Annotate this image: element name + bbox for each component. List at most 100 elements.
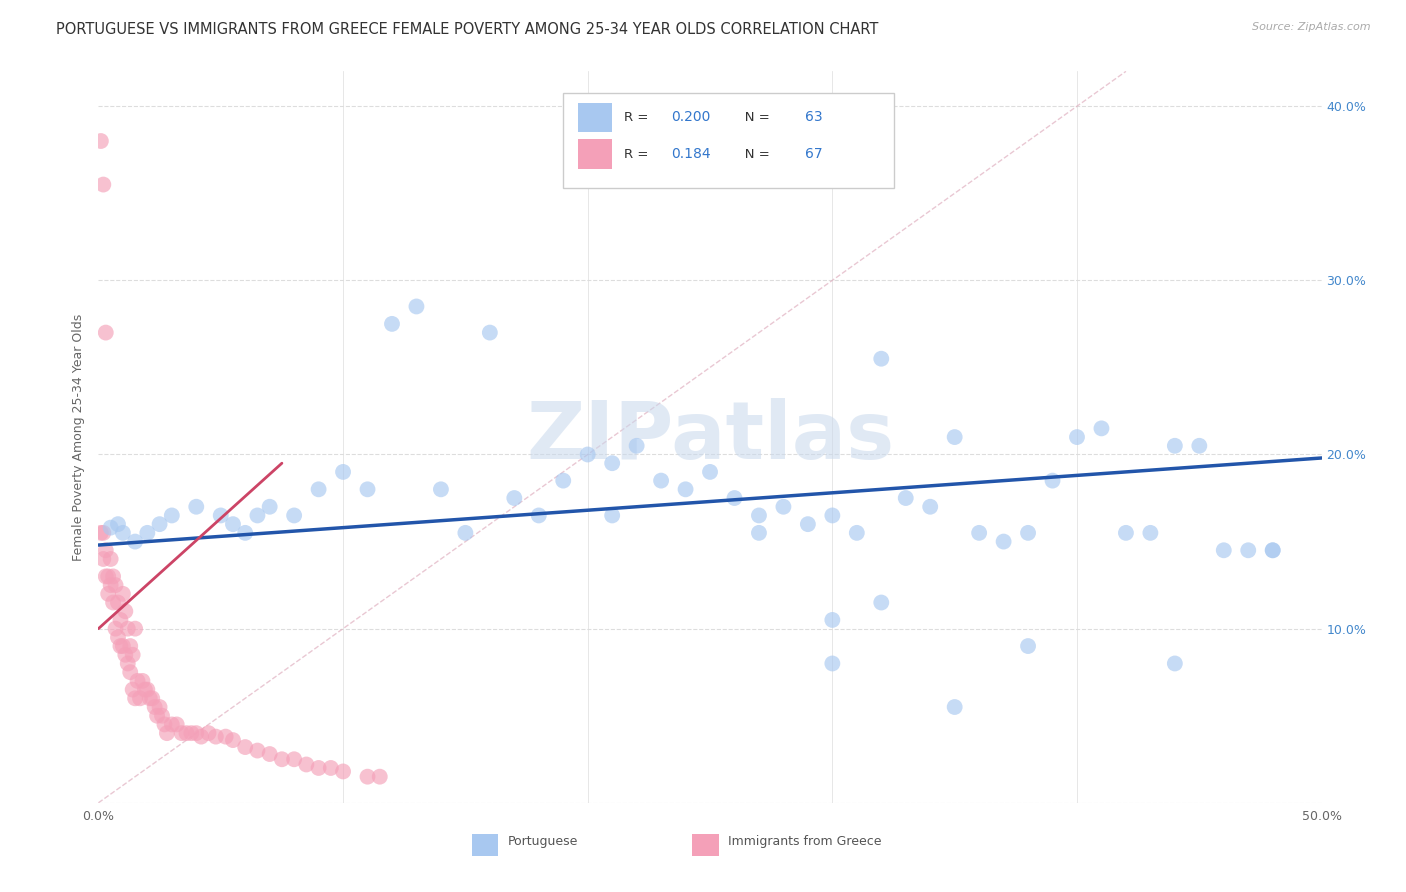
Point <box>1261 543 1284 558</box>
Text: 0.200: 0.200 <box>671 111 710 125</box>
Point <box>94 543 117 558</box>
Point <box>100 578 122 592</box>
FancyBboxPatch shape <box>692 834 718 856</box>
Point <box>356 483 378 497</box>
Point <box>91 525 114 540</box>
Point <box>845 525 868 540</box>
Point <box>308 761 330 775</box>
Point <box>166 717 188 731</box>
Point <box>94 326 117 340</box>
Point <box>160 717 183 731</box>
Text: 63: 63 <box>806 111 823 125</box>
Point <box>1017 525 1039 540</box>
Point <box>1212 543 1234 558</box>
Text: N =: N = <box>733 147 775 161</box>
Point <box>209 508 232 523</box>
Point <box>308 483 330 497</box>
Point <box>821 613 844 627</box>
Point <box>91 178 114 192</box>
Point <box>153 717 176 731</box>
Point <box>110 613 132 627</box>
Point <box>214 730 236 744</box>
FancyBboxPatch shape <box>578 103 612 132</box>
Text: Source: ZipAtlas.com: Source: ZipAtlas.com <box>1253 22 1371 32</box>
Point <box>90 525 112 540</box>
Point <box>186 726 208 740</box>
Point <box>920 500 942 514</box>
Point <box>405 300 427 314</box>
Point <box>797 517 820 532</box>
Text: 0.184: 0.184 <box>671 147 710 161</box>
Point <box>478 326 501 340</box>
Point <box>190 730 212 744</box>
Point <box>104 622 127 636</box>
Point <box>821 508 844 523</box>
Text: Portuguese: Portuguese <box>508 835 579 848</box>
Point <box>368 770 391 784</box>
Point <box>600 456 623 470</box>
Point <box>149 517 172 532</box>
Point <box>100 521 122 535</box>
Point <box>283 508 305 523</box>
Point <box>197 726 219 740</box>
Point <box>104 578 127 592</box>
Point <box>748 525 770 540</box>
Point <box>246 743 269 757</box>
Point <box>1090 421 1112 435</box>
Point <box>120 665 142 680</box>
Point <box>1066 430 1088 444</box>
Point <box>110 639 132 653</box>
Point <box>91 552 114 566</box>
Point <box>150 708 173 723</box>
Point <box>124 534 146 549</box>
Point <box>270 752 294 766</box>
Point <box>205 730 228 744</box>
Point <box>1042 474 1064 488</box>
Point <box>129 691 152 706</box>
Point <box>222 733 245 747</box>
Point <box>101 569 124 583</box>
Point <box>111 587 134 601</box>
Point <box>553 474 575 488</box>
Point <box>772 500 794 514</box>
Point <box>821 657 844 671</box>
Point <box>117 622 139 636</box>
Point <box>503 491 526 505</box>
Point <box>143 700 166 714</box>
Point <box>134 682 156 697</box>
Point <box>101 595 124 609</box>
Point <box>993 534 1015 549</box>
Point <box>146 708 169 723</box>
Point <box>626 439 648 453</box>
Point <box>222 517 245 532</box>
Point <box>332 465 354 479</box>
Point <box>454 525 477 540</box>
Point <box>1115 525 1137 540</box>
Point <box>121 682 143 697</box>
Point <box>675 483 697 497</box>
Point <box>186 500 208 514</box>
Point <box>943 430 966 444</box>
Point <box>332 764 354 779</box>
Point <box>246 508 269 523</box>
Text: Immigrants from Greece: Immigrants from Greece <box>728 835 882 848</box>
Point <box>650 474 672 488</box>
Point <box>1017 639 1039 653</box>
Point <box>124 691 146 706</box>
Point <box>139 691 162 706</box>
FancyBboxPatch shape <box>471 834 498 856</box>
Point <box>97 587 120 601</box>
Point <box>156 726 179 740</box>
Point <box>430 483 453 497</box>
Point <box>117 657 139 671</box>
Point <box>100 552 122 566</box>
FancyBboxPatch shape <box>564 94 894 188</box>
Point <box>136 682 159 697</box>
Point <box>699 465 721 479</box>
Point <box>967 525 990 540</box>
Point <box>90 134 112 148</box>
Point <box>176 726 198 740</box>
Point <box>233 525 256 540</box>
Point <box>1139 525 1161 540</box>
Point <box>1261 543 1284 558</box>
